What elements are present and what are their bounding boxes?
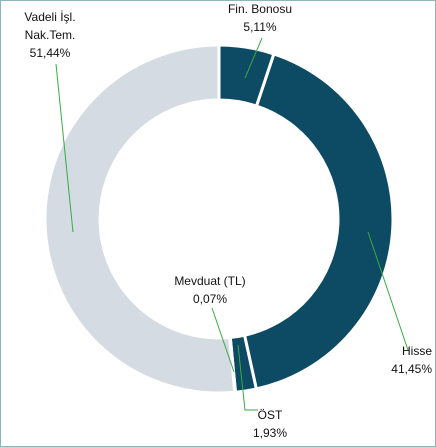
slice-label: ÖST	[258, 408, 283, 422]
slice-label: Hisse	[402, 344, 432, 358]
leader-line	[211, 307, 235, 373]
leader-line	[55, 63, 74, 233]
leader-line	[237, 344, 258, 411]
slice-value-label: 41,45%	[391, 362, 432, 376]
leader-line	[244, 37, 263, 79]
slice-value-label: 0,07%	[193, 292, 227, 306]
slice-value-label: 1,93%	[253, 426, 287, 440]
slice-value-label: 51,44%	[30, 46, 71, 60]
slice-label: Vadeli İşl. Nak.Tem.	[24, 10, 75, 42]
slice-label: Fin. Bonosu	[228, 2, 292, 16]
slice-label: Mevduat (TL)	[174, 274, 245, 288]
donut-segment	[242, 51, 395, 391]
donut-segment	[43, 43, 237, 395]
slice-value-label: 5,11%	[243, 20, 276, 34]
leader-line	[367, 231, 409, 351]
